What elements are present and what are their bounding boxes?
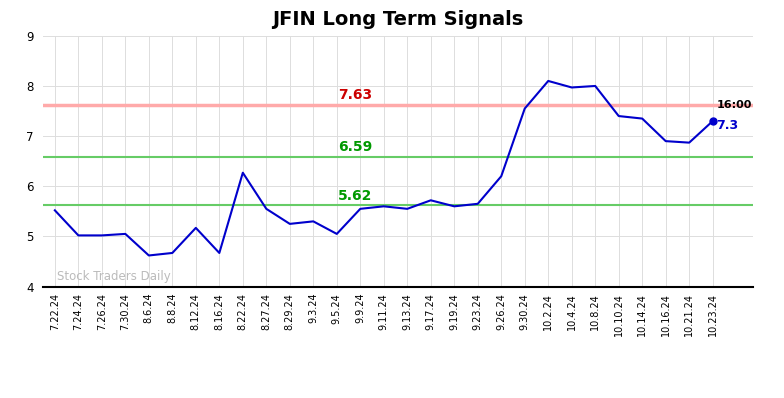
Text: 7.63: 7.63 [338,88,372,102]
Title: JFIN Long Term Signals: JFIN Long Term Signals [272,10,524,29]
Text: Stock Traders Daily: Stock Traders Daily [57,269,171,283]
Text: 7.3: 7.3 [717,119,739,132]
Text: 16:00: 16:00 [717,100,752,110]
Text: 5.62: 5.62 [338,189,372,203]
Text: 6.59: 6.59 [338,140,372,154]
